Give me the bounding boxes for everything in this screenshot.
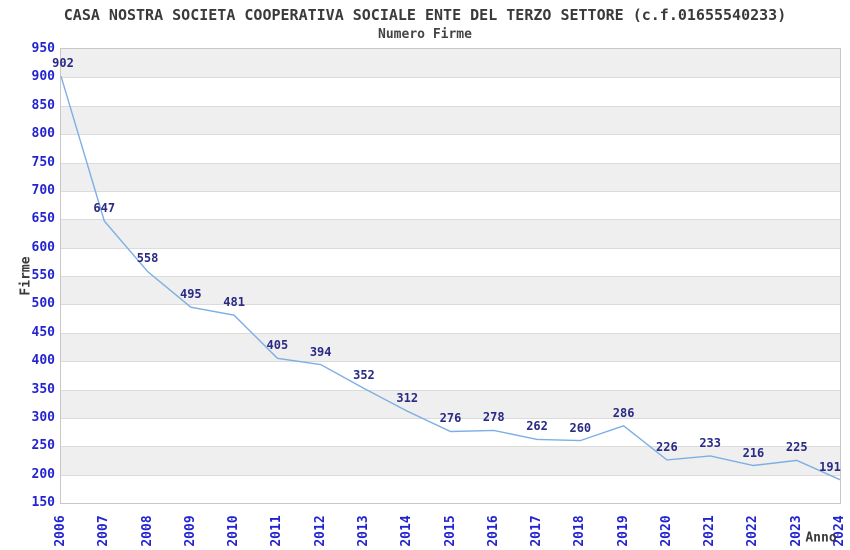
plot-band <box>61 162 840 191</box>
x-tick-label: 2016 <box>485 515 501 547</box>
plot-band <box>61 49 840 78</box>
y-tick-label: 650 <box>31 211 55 227</box>
chart-title: CASA NOSTRA SOCIETA COOPERATIVA SOCIALE … <box>63 6 787 24</box>
plot-band <box>61 219 840 248</box>
y-tick-label: 450 <box>31 324 55 340</box>
x-tick-label: 2012 <box>312 515 328 547</box>
y-tick-label: 750 <box>31 154 55 170</box>
gridline <box>61 247 840 249</box>
y-tick-label: 900 <box>31 69 55 85</box>
data-point-label: 262 <box>526 419 548 434</box>
x-tick-label: 2007 <box>96 515 112 547</box>
data-point-label: 312 <box>396 391 419 406</box>
gridline <box>61 105 840 107</box>
x-tick-label: 2009 <box>182 515 198 547</box>
plot-band <box>61 332 840 362</box>
plot-band <box>61 446 840 475</box>
y-tick-label: 250 <box>31 438 55 454</box>
gridline <box>61 162 840 164</box>
gridline <box>61 446 840 448</box>
x-tick-label: 2022 <box>745 515 761 547</box>
x-axis-title: Anno <box>805 530 837 546</box>
x-tick-label: 2018 <box>572 515 588 547</box>
data-point-label: 647 <box>93 200 116 215</box>
y-tick-label: 350 <box>31 381 55 397</box>
data-point-label: 902 <box>52 56 74 71</box>
plot-band <box>61 276 840 305</box>
y-tick-label: 600 <box>31 239 55 255</box>
y-tick-label: 800 <box>31 126 55 142</box>
data-point-label: 352 <box>353 368 375 383</box>
y-tick-label: 150 <box>31 495 55 510</box>
x-tick-label: 2020 <box>658 515 674 547</box>
gridline <box>61 417 840 419</box>
data-point-label: 394 <box>309 344 332 359</box>
gridline <box>61 219 840 221</box>
gridline <box>61 77 840 79</box>
data-point-label: 226 <box>656 439 678 454</box>
data-point-label: 225 <box>785 440 808 455</box>
y-tick-label: 200 <box>31 466 55 482</box>
data-point-label: 216 <box>742 445 765 460</box>
gridline <box>61 134 840 136</box>
data-point-label: 278 <box>482 410 505 425</box>
gridline <box>61 474 840 476</box>
y-tick-label: 700 <box>31 182 55 198</box>
y-tick-label: 300 <box>31 409 55 425</box>
x-tick-label: 2014 <box>399 515 415 547</box>
data-point-label: 233 <box>699 435 721 450</box>
data-point-label: 191 <box>819 459 841 474</box>
x-tick-label: 2010 <box>226 515 242 547</box>
x-tick-label: 2019 <box>615 515 631 547</box>
x-tick-label: 2017 <box>529 515 545 547</box>
data-point-label: 276 <box>439 411 462 426</box>
series-line <box>60 75 841 481</box>
y-tick-label: 400 <box>31 353 55 369</box>
gridline <box>61 190 840 192</box>
y-tick-label: 500 <box>31 296 55 312</box>
data-point-label: 481 <box>223 295 245 310</box>
chart-subtitle: Numero Firme <box>378 27 472 42</box>
data-point-label: 286 <box>612 405 635 420</box>
gridline <box>61 276 840 277</box>
data-point-label: 558 <box>136 251 159 266</box>
x-tick-label: 2008 <box>139 515 155 547</box>
x-tick-label: 2013 <box>355 515 371 547</box>
data-point-label: 260 <box>569 420 592 435</box>
y-tick-label: 950 <box>31 41 55 56</box>
x-tick-label: 2023 <box>788 515 804 547</box>
data-point-label: 495 <box>179 287 202 302</box>
gridline <box>61 361 840 363</box>
gridline <box>61 332 840 334</box>
x-tick-label: 2021 <box>702 515 718 547</box>
y-axis-title: Firme <box>18 256 34 296</box>
x-tick-label: 2006 <box>53 515 68 547</box>
y-tick-label: 550 <box>31 268 55 283</box>
data-point-label: 405 <box>266 338 289 353</box>
line-series <box>60 75 841 481</box>
x-tick-label: 2015 <box>442 515 458 547</box>
gridline <box>61 389 840 391</box>
gridline <box>61 304 840 306</box>
plot-band <box>61 389 840 418</box>
plot-band <box>61 105 840 135</box>
y-tick-label: 850 <box>31 97 55 113</box>
plot-area <box>60 48 841 504</box>
x-tick-label: 2011 <box>269 515 285 547</box>
